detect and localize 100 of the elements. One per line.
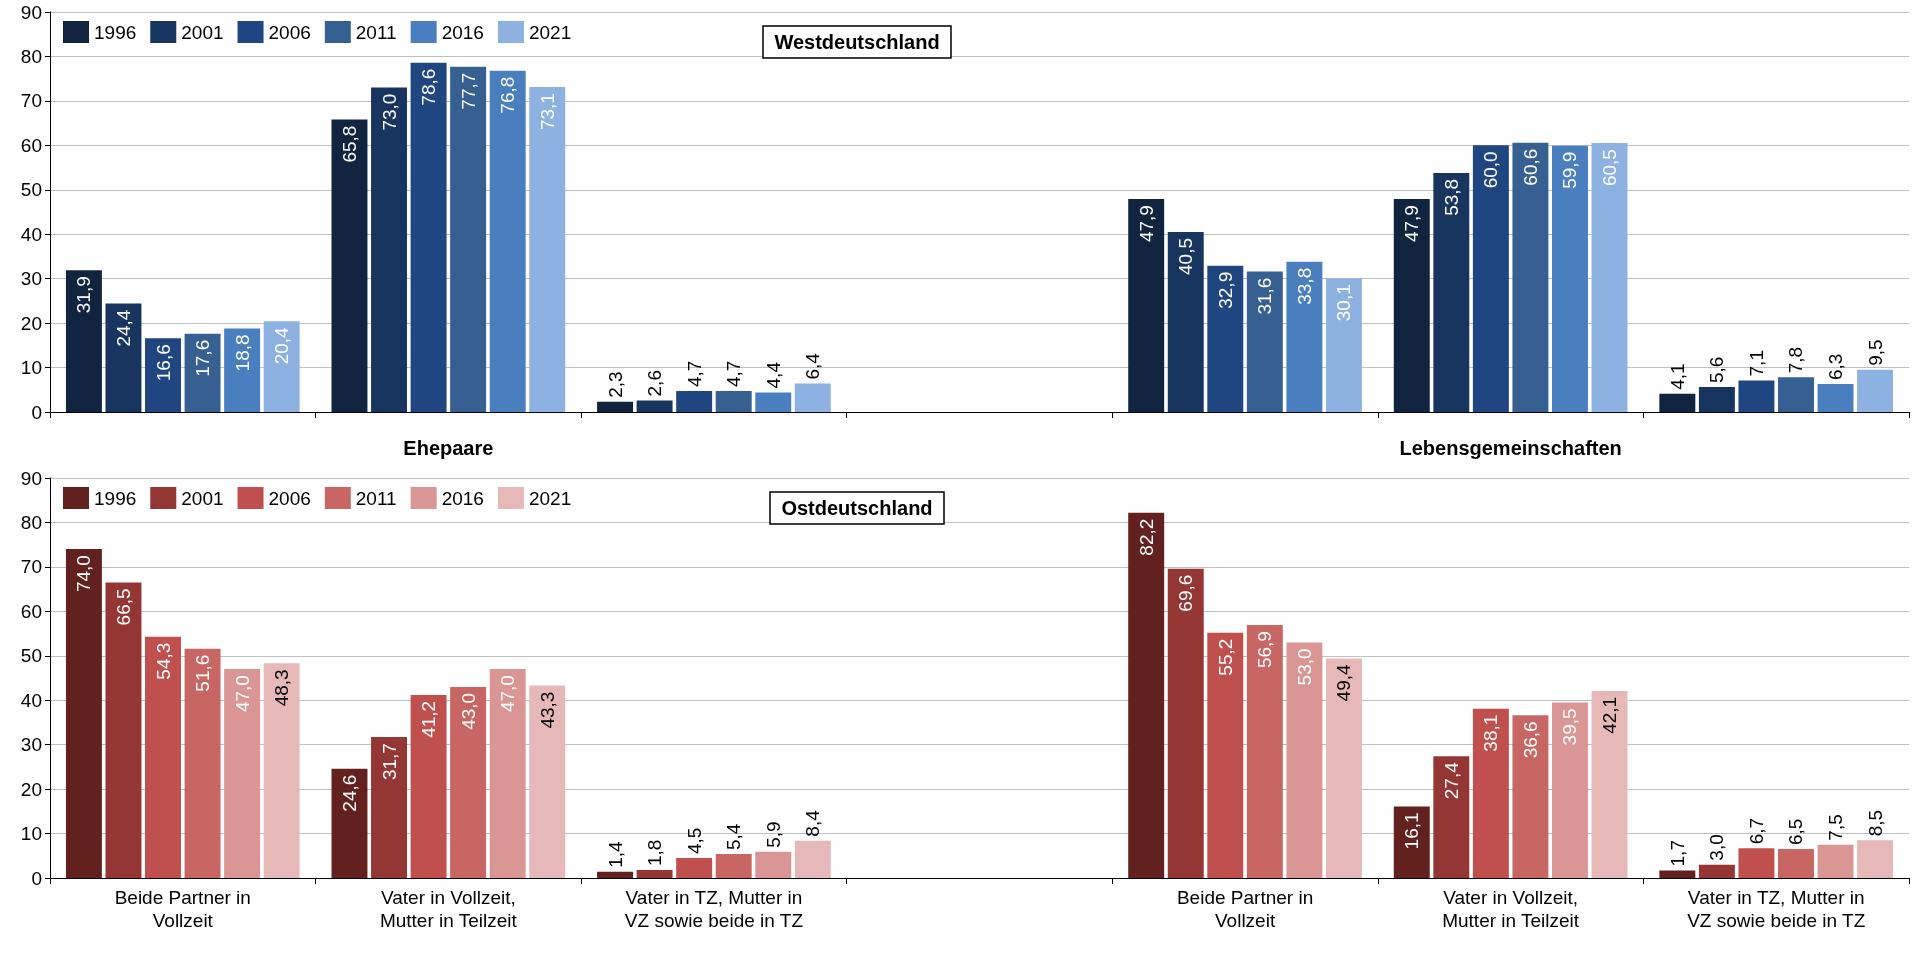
data-label: 77,7	[457, 72, 479, 110]
data-label: 51,6	[192, 654, 214, 692]
bar	[1246, 271, 1283, 412]
data-label: 74,0	[73, 555, 95, 593]
bar	[450, 66, 487, 412]
y-tick-label: 20	[20, 778, 42, 800]
data-label: 47,0	[497, 675, 519, 713]
data-label: 6,7	[1745, 817, 1767, 845]
data-label: 31,7	[378, 743, 400, 781]
data-label: 30,1	[1333, 284, 1355, 322]
data-label: 39,5	[1559, 708, 1581, 746]
data-label: 27,4	[1440, 761, 1462, 800]
data-label: 69,6	[1175, 574, 1197, 612]
data-label: 16,1	[1401, 812, 1423, 850]
data-label: 24,6	[338, 774, 360, 812]
y-tick-label: 40	[20, 223, 42, 245]
text: Lebensgemeinschaften	[1399, 437, 1622, 459]
bar	[263, 321, 300, 412]
legend-label: 2001	[181, 21, 224, 43]
bar	[224, 669, 261, 878]
text: Ehepaare	[403, 437, 494, 459]
bar	[636, 400, 673, 412]
data-label: 38,1	[1480, 714, 1502, 752]
bar	[1433, 756, 1470, 878]
legend-label: 2021	[528, 21, 572, 43]
bar	[755, 392, 792, 412]
bar	[1659, 870, 1696, 878]
bar	[1738, 848, 1775, 878]
bar	[1817, 384, 1854, 412]
text: Westdeutschland	[774, 31, 940, 53]
y-tick-label: 10	[20, 823, 42, 845]
bar	[794, 383, 831, 412]
data-label: 1,7	[1666, 840, 1688, 867]
data-label: 7,5	[1825, 814, 1847, 841]
data-label: 73,0	[378, 93, 400, 131]
bar	[1286, 642, 1323, 878]
bar	[184, 648, 221, 878]
bar	[371, 87, 408, 412]
bar	[529, 685, 566, 878]
bar	[1393, 199, 1430, 412]
data-label: 17,6	[192, 339, 214, 377]
bar	[65, 270, 102, 412]
bar	[1591, 690, 1628, 878]
data-label: 43,0	[457, 692, 479, 730]
data-label: 60,5	[1599, 149, 1621, 187]
data-label: 6,5	[1785, 818, 1807, 846]
x-tick-label: Vater in TZ, Mutter in VZ sowie beide in TZ	[624, 887, 804, 931]
y-tick-label: 0	[31, 401, 42, 423]
y-tick-label: 70	[20, 90, 42, 112]
bar	[105, 582, 142, 878]
data-label: 76,8	[497, 76, 519, 114]
y-tick-label: 50	[20, 645, 42, 667]
data-label: 48,3	[271, 669, 293, 707]
data-label: 60,6	[1519, 148, 1541, 186]
data-label: 53,0	[1293, 648, 1315, 686]
data-label: 54,3	[152, 642, 174, 680]
x-tick-label: Beide Partner in Vollzeit	[114, 887, 251, 931]
x-tick-label: Vater in Vollzeit, Mutter in Teilzeit	[379, 887, 518, 931]
y-tick-label: 30	[20, 734, 42, 756]
data-label: 5,4	[723, 823, 745, 850]
bar	[715, 391, 752, 412]
bar	[331, 768, 368, 878]
data-label: 31,9	[73, 276, 95, 314]
data-label: 42,1	[1599, 696, 1621, 734]
x-tick-label: Beide Partner in Vollzeit	[1176, 887, 1314, 931]
bar	[1433, 172, 1470, 412]
data-label: 8,5	[1864, 809, 1886, 837]
bar	[65, 549, 102, 878]
bar	[145, 636, 181, 878]
data-label: 31,6	[1254, 277, 1276, 315]
bar	[1325, 658, 1362, 878]
bar	[224, 328, 261, 412]
bar	[371, 737, 408, 878]
data-label: 3,0	[1706, 834, 1728, 861]
data-label: 43,3	[536, 691, 558, 729]
bar	[676, 391, 713, 412]
bar	[145, 338, 181, 412]
data-label: 24,4	[112, 309, 134, 347]
bar	[450, 686, 487, 878]
data-label: 47,9	[1401, 205, 1423, 243]
bar	[1778, 377, 1814, 412]
data-label: 1,4	[604, 840, 626, 868]
data-label: 4,5	[683, 827, 705, 854]
bar	[755, 851, 792, 878]
data-label: 7,8	[1785, 346, 1807, 374]
data-label: 78,6	[418, 68, 440, 106]
data-label: 2,3	[604, 371, 626, 398]
bar	[597, 871, 634, 878]
y-tick-label: 50	[20, 179, 42, 201]
data-label: 9,5	[1864, 339, 1886, 366]
data-label: 49,4	[1333, 664, 1355, 702]
data-label: 41,2	[418, 700, 440, 738]
data-label: 6,3	[1825, 353, 1847, 380]
legend-label: 2016	[441, 487, 484, 509]
bar	[1778, 849, 1814, 878]
bar	[1738, 380, 1775, 412]
bar	[1128, 199, 1165, 412]
bar	[1472, 708, 1509, 878]
bar	[1128, 512, 1165, 878]
bar	[1698, 864, 1735, 878]
